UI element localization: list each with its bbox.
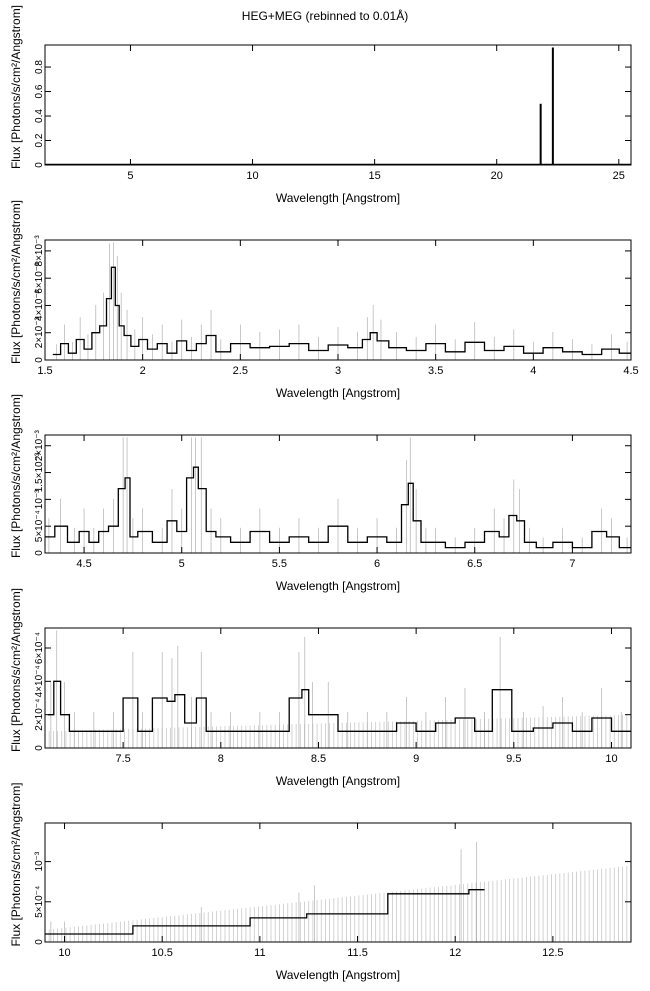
plot-area bbox=[45, 630, 631, 748]
y-tick-label: 10⁻³ bbox=[34, 489, 45, 509]
y-tick-label: 8×10⁻³ bbox=[34, 235, 45, 267]
y-tick-label: 1.5×10⁻³ bbox=[34, 452, 45, 492]
y-axis-label: Flux [Photons/s/cm²/Angstrom] bbox=[9, 782, 23, 946]
y-tick-label: 4×10⁻³ bbox=[34, 289, 45, 321]
y-axis-label: Flux [Photons/s/cm²/Angstrom] bbox=[9, 588, 23, 752]
x-axis-label: Wavelength [Angstrom] bbox=[276, 386, 400, 400]
x-tick-label: 25 bbox=[613, 170, 625, 182]
x-axis-label: Wavelength [Angstrom] bbox=[276, 968, 400, 982]
x-tick-label: 3 bbox=[335, 365, 341, 377]
x-tick-label: 5 bbox=[127, 170, 133, 182]
x-axis-label: Wavelength [Angstrom] bbox=[276, 774, 400, 788]
x-axis-label: Wavelength [Angstrom] bbox=[276, 191, 400, 205]
y-tick-label: 0 bbox=[34, 162, 45, 168]
y-tick-label: 0 bbox=[34, 550, 45, 556]
x-tick-label: 1.5 bbox=[37, 365, 52, 377]
y-axis-label: Flux [Photons/s/cm²/Angstrom] bbox=[9, 5, 23, 169]
x-tick-label: 12.5 bbox=[542, 947, 563, 959]
y-tick-label: 5×10⁻⁴ bbox=[34, 510, 45, 542]
y-tick-label: 0.2 bbox=[34, 133, 45, 147]
y-tick-label: 2×10⁻³ bbox=[34, 429, 45, 461]
panel-1: 5 10 15 20 25 0 0.2 0.4 0.6 0.8 Wavelength [Angstr… bbox=[9, 5, 632, 205]
x-tick-label: 10.5 bbox=[151, 947, 172, 959]
y-tick-label: 4×10⁻⁴ bbox=[34, 665, 45, 697]
plot-area bbox=[52, 242, 631, 360]
y-tick-label: 10⁻³ bbox=[34, 851, 45, 871]
x-tick-label: 6.5 bbox=[467, 558, 482, 570]
x-tick-label: 8.5 bbox=[311, 753, 326, 765]
x-tick-label: 12 bbox=[449, 947, 461, 959]
y-axis-label: Flux [Photons/s/cm²/Angstrom] bbox=[9, 394, 23, 558]
x-tick-label: 11.5 bbox=[347, 947, 368, 959]
x-tick-label: 4.5 bbox=[76, 558, 91, 570]
plot-frame bbox=[44, 627, 632, 749]
plot-area bbox=[45, 47, 631, 165]
spectrum-line bbox=[45, 889, 485, 935]
x-tick-label: 10 bbox=[58, 947, 70, 959]
panel-4: 7.5 8 8.5 9 9.5 10 0 2×10⁻⁴ 4×10⁻⁴6×10⁻⁴ Waveleng… bbox=[9, 588, 632, 788]
x-tick-label: 15 bbox=[369, 170, 381, 182]
y-tick-label: 6×10⁻³ bbox=[34, 262, 45, 294]
plot-area bbox=[45, 437, 631, 553]
plot-frame bbox=[44, 44, 632, 166]
x-tick-label: 7.5 bbox=[115, 753, 130, 765]
panel-2: 1.5 2 2.5 3 3.5 4 4.5 0 2×10⁻³4×10⁻³6×10⁻³8×10⁻³… bbox=[9, 200, 639, 400]
x-tick-label: 5.5 bbox=[272, 558, 287, 570]
x-tick-label: 5 bbox=[179, 558, 185, 570]
x-tick-label: 9 bbox=[413, 753, 419, 765]
x-tick-label: 10 bbox=[605, 753, 617, 765]
x-tick-label: 4 bbox=[530, 365, 536, 377]
y-tick-label: 2×10⁻⁴ bbox=[34, 699, 45, 731]
x-tick-label: 11 bbox=[254, 947, 265, 959]
y-tick-label: 5×10⁻⁴ bbox=[34, 886, 45, 918]
spectrum-line bbox=[45, 466, 631, 549]
y-tick-label: 0 bbox=[34, 745, 45, 751]
x-tick-label: 4.5 bbox=[623, 365, 638, 377]
y-axis-label: Flux [Photons/s/cm²/Angstrom] bbox=[9, 200, 23, 364]
x-tick-label: 10 bbox=[246, 170, 258, 182]
x-tick-label: 6 bbox=[374, 558, 380, 570]
x-tick-label: 9.5 bbox=[506, 753, 521, 765]
x-tick-label: 8 bbox=[218, 753, 224, 765]
figure-title: HEG+MEG (rebinned to 0.01Å) bbox=[241, 9, 409, 23]
x-tick-label: 20 bbox=[491, 170, 503, 182]
plot-frame bbox=[44, 822, 632, 943]
y-tick-label: 0.4 bbox=[34, 109, 45, 123]
y-tick-label: 0.6 bbox=[34, 84, 45, 98]
x-tick-label: 2 bbox=[140, 365, 146, 377]
y-tick-label: 0 bbox=[34, 357, 45, 363]
x-tick-label: 7 bbox=[569, 558, 575, 570]
plot-area bbox=[45, 841, 631, 942]
y-tick-label: 2×10⁻³ bbox=[34, 316, 45, 348]
spectrum-line bbox=[52, 266, 631, 356]
x-tick-label: 2.5 bbox=[233, 365, 248, 377]
x-axis-label: Wavelength [Angstrom] bbox=[276, 579, 400, 593]
spectrum-line bbox=[47, 680, 631, 732]
x-tick-label: 3.5 bbox=[428, 365, 443, 377]
panel-3: 4.5 5 5.5 6 6.5 7 0 5×10⁻⁴10⁻³1.5×10⁻³2×10⁻³ Wav… bbox=[9, 394, 632, 593]
panel-5: 10 10.5 11 11.5 12 12.5 0 5×10⁻⁴ 10⁻³ Wavelength … bbox=[9, 782, 632, 982]
plot-frame bbox=[44, 434, 632, 554]
y-tick-label: 6×10⁻⁴ bbox=[34, 632, 45, 664]
y-tick-label: 0 bbox=[34, 939, 45, 945]
y-tick-label: 0.8 bbox=[34, 60, 45, 74]
